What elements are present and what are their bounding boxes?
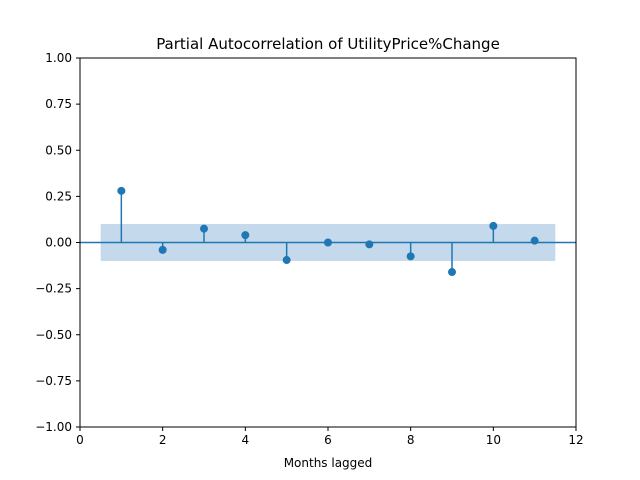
x-ticks-layer: 0 2 4 6 8 10 12 — [76, 427, 584, 447]
x-tick-label: 8 — [407, 433, 415, 447]
x-axis-label: Months lagged — [284, 456, 373, 470]
y-tick-label: −1.00 — [35, 420, 72, 434]
point-lag-10 — [489, 221, 498, 230]
x-tick-label: 2 — [159, 433, 167, 447]
point-lag-11 — [530, 236, 539, 245]
point-lag-7 — [365, 240, 374, 249]
point-lag-9 — [448, 268, 456, 277]
point-lag-8 — [406, 252, 415, 261]
y-tick-label: 1.00 — [45, 51, 72, 65]
stems-layer — [117, 186, 539, 277]
y-tick-label: 0.75 — [45, 97, 72, 111]
point-lag-2 — [158, 245, 167, 254]
x-tick-label: 6 — [324, 433, 332, 447]
point-lag-5 — [282, 256, 291, 265]
chart-title: Partial Autocorrelation of UtilityPrice%… — [156, 35, 500, 53]
x-tick-label: 12 — [568, 433, 583, 447]
y-tick-label: 0.25 — [45, 189, 72, 203]
x-tick-label: 0 — [76, 433, 84, 447]
y-ticks-layer: −1.00 −0.75 −0.50 −0.25 0.00 0.25 0.50 0.75 1.00 — [35, 51, 80, 434]
y-tick-label: −0.25 — [35, 282, 72, 296]
point-lag-3 — [200, 224, 208, 233]
y-tick-label: 0.50 — [45, 143, 72, 157]
point-lag-4 — [241, 231, 250, 240]
x-tick-label: 4 — [242, 433, 250, 447]
y-tick-label: 0.00 — [45, 236, 72, 250]
y-tick-label: −0.75 — [35, 374, 72, 388]
point-lag-6 — [324, 238, 332, 247]
y-tick-label: −0.50 — [35, 328, 72, 342]
x-tick-label: 10 — [486, 433, 501, 447]
point-lag-1 — [117, 186, 126, 195]
